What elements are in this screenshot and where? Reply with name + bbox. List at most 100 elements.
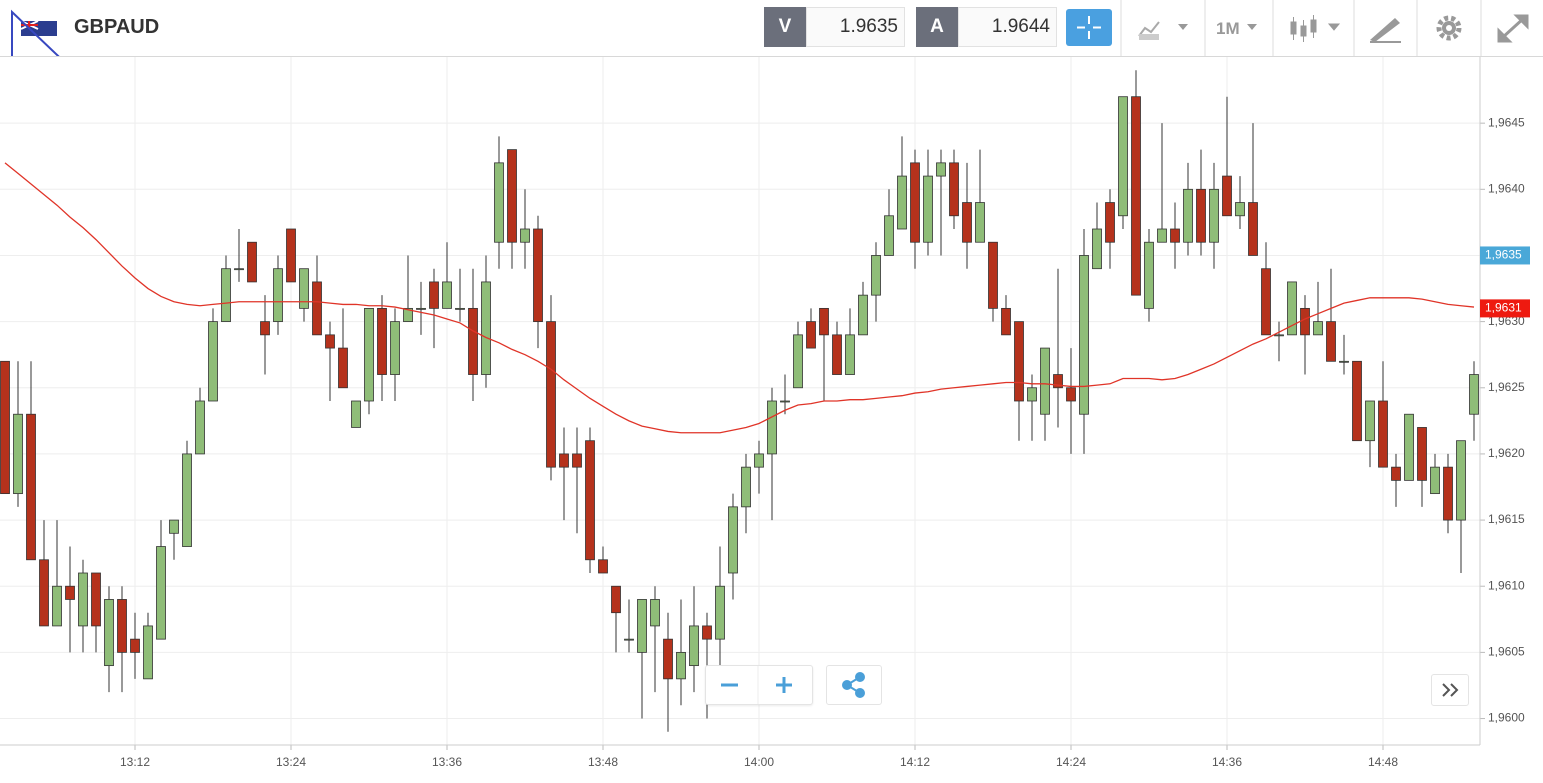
y-tick-label: 1,9600 xyxy=(1488,711,1525,725)
chart: 1,9600 1,9605 1,9610 1,9615 1,9620 1,9625 1,96… xyxy=(0,57,1530,769)
candle-body xyxy=(533,228,543,323)
candle-body xyxy=(819,307,829,336)
chart-type-button[interactable] xyxy=(1138,21,1188,40)
candle-body xyxy=(702,625,712,640)
candle-body xyxy=(910,162,920,243)
candle-body xyxy=(1118,96,1128,217)
scroll-right[interactable] xyxy=(1431,674,1469,706)
candle-body xyxy=(351,400,361,428)
zoom-in[interactable] xyxy=(776,677,792,693)
price-tag xyxy=(1480,246,1530,265)
zoom-icons xyxy=(721,666,792,704)
candle-body xyxy=(1248,202,1258,256)
candles xyxy=(0,70,1479,732)
candle-body xyxy=(1469,374,1479,415)
candle-body xyxy=(312,281,322,336)
candle-body xyxy=(897,175,907,230)
candle-body xyxy=(884,215,894,256)
candle-body xyxy=(1157,228,1167,243)
candle-body xyxy=(1378,400,1388,468)
candle-body xyxy=(962,202,972,243)
candle-body xyxy=(1443,466,1453,521)
candle-body xyxy=(403,307,413,323)
candle-body xyxy=(1027,387,1037,402)
candle-body xyxy=(845,334,855,375)
timeframe-arrow[interactable] xyxy=(1247,24,1257,30)
candle-body xyxy=(1339,360,1349,363)
candle-body xyxy=(26,413,36,561)
candle-body xyxy=(91,572,101,627)
candle-type-button[interactable] xyxy=(1290,15,1341,42)
candle-body xyxy=(988,241,998,309)
candle-body xyxy=(273,268,283,323)
candle-body xyxy=(1274,334,1284,337)
price-tag-label: 1,9635 xyxy=(1485,248,1522,262)
candle-body xyxy=(611,585,621,614)
candle-body xyxy=(1287,281,1297,336)
candle-body xyxy=(468,307,478,375)
candle-body xyxy=(234,268,244,271)
candle-body xyxy=(1066,387,1076,402)
candle-body xyxy=(780,400,790,403)
candle-body xyxy=(0,360,10,495)
candle-body xyxy=(1079,255,1089,415)
candle-body xyxy=(1209,188,1219,243)
candle-body xyxy=(182,453,192,547)
candle-body xyxy=(871,255,881,296)
candle-body xyxy=(1092,228,1102,270)
candle-body xyxy=(117,599,127,653)
candle-body xyxy=(1352,360,1362,442)
y-tick-label: 1,9615 xyxy=(1488,512,1525,526)
ask-label[interactable]: A xyxy=(916,7,958,47)
y-tick-label: 1,9605 xyxy=(1488,645,1525,659)
timeframe[interactable]: 1M xyxy=(1216,19,1240,38)
y-tick-label: 1,9610 xyxy=(1488,578,1525,592)
x-tick-label: 14:24 xyxy=(1056,755,1086,769)
candle-body xyxy=(572,453,582,468)
candle-body xyxy=(195,400,205,455)
price-tag-label: 1,9631 xyxy=(1485,301,1522,315)
candle-body xyxy=(260,321,270,336)
candle-body xyxy=(637,599,647,653)
candle-body xyxy=(156,546,166,640)
bid-label[interactable]: V xyxy=(764,7,806,47)
ask-price[interactable]: 1.9644 xyxy=(958,7,1057,47)
candle-body xyxy=(1001,307,1011,336)
candle-body xyxy=(299,268,309,309)
candle-body xyxy=(39,559,49,627)
crosshair-button[interactable] xyxy=(1066,9,1112,46)
candle-body xyxy=(949,162,959,217)
candle-body xyxy=(806,321,816,349)
symbol-name: GBPAUD xyxy=(74,16,160,38)
candle-body xyxy=(455,307,465,310)
y-tick-label: 1,9625 xyxy=(1488,380,1525,394)
y-tick-label: 1,9640 xyxy=(1488,181,1525,195)
candle-body xyxy=(689,625,699,667)
share-control[interactable] xyxy=(826,665,882,705)
x-tick-label: 14:48 xyxy=(1368,755,1398,769)
candle-body xyxy=(507,149,517,243)
x-tick-label: 14:00 xyxy=(744,755,774,769)
candle-body xyxy=(1014,321,1024,402)
toolbar: GBPAUD V 1.9635 A 1.9644 1M xyxy=(0,0,1543,57)
candle-body xyxy=(1365,400,1375,442)
candle-body xyxy=(624,638,634,641)
candle-body xyxy=(1131,96,1141,296)
candle-body xyxy=(1300,307,1310,336)
bid-price[interactable]: 1.9635 xyxy=(806,7,905,47)
candle-body xyxy=(338,347,348,389)
candle-body xyxy=(650,599,660,627)
x-tick-label: 14:36 xyxy=(1212,755,1242,769)
fullscreen-button[interactable] xyxy=(1497,14,1529,43)
candle-body xyxy=(1313,321,1323,336)
candle-body xyxy=(143,625,153,680)
candle-body xyxy=(832,334,842,375)
symbol-flag xyxy=(11,9,60,56)
candle-body xyxy=(1417,427,1427,481)
candle-body xyxy=(247,241,257,283)
draw-tool-button[interactable] xyxy=(1370,18,1401,43)
candle-body xyxy=(1261,268,1271,336)
settings-button[interactable] xyxy=(1436,15,1462,41)
candle-body xyxy=(325,334,335,349)
